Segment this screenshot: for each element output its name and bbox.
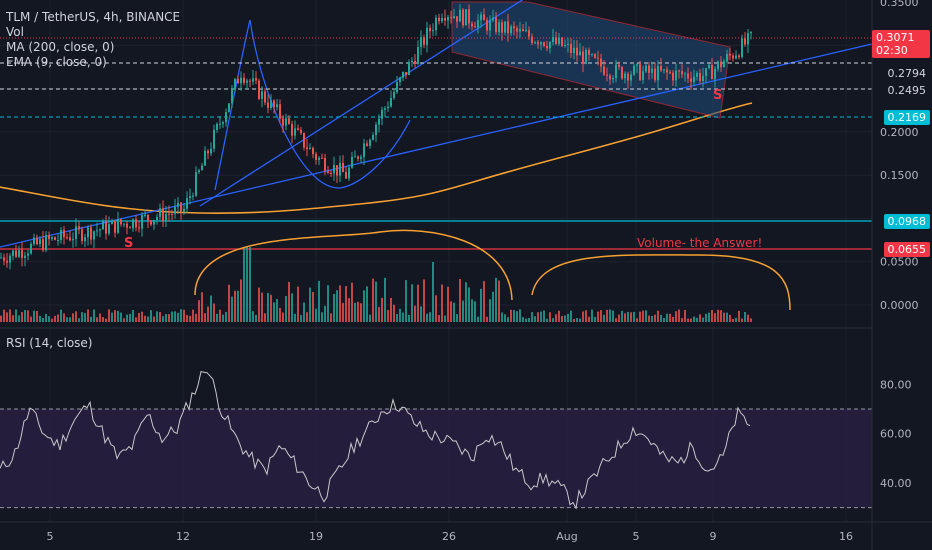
level-tag-3: 0.2169: [883, 110, 930, 125]
current-price-value: 0.3071: [876, 31, 915, 44]
ma-indicator-label[interactable]: MA (200, close, 0): [6, 40, 115, 54]
x-axis-ticks: 5 12 19 26 Aug 5 9 16: [47, 530, 854, 543]
volume-note: Volume- the Answer!: [637, 236, 763, 250]
rsi-y-tick-label: 60.00: [880, 428, 912, 441]
x-tick-label: Aug: [556, 530, 577, 543]
x-tick-label: 19: [309, 530, 323, 543]
x-tick-label: 5: [47, 530, 54, 543]
y-tick-label: 0.0500: [880, 256, 919, 269]
level-tag-5: 0.0655: [883, 242, 930, 257]
level-tag-2: 0.2495: [883, 83, 930, 98]
support-s-right: S: [713, 88, 723, 103]
symbol-title[interactable]: TLM / TetherUS, 4h, BINANCE: [6, 10, 181, 24]
countdown-value: 02:30: [876, 44, 908, 57]
ma200-line: [0, 102, 753, 214]
volume-arcs: [194, 229, 791, 311]
candles: [0, 4, 752, 270]
y-tick-label: 0.3500: [880, 0, 919, 9]
y-axis-ticks: 0.3500 0.2000 0.1500 0.0500 0.0000 80.00 60.00…: [880, 0, 919, 490]
volume-bars: [0, 247, 752, 322]
rsi-y-tick-label: 80.00: [880, 378, 912, 391]
rsi-legend[interactable]: RSI (14, close): [6, 336, 93, 350]
x-tick-label: 26: [442, 530, 456, 543]
x-tick-label: 16: [839, 530, 853, 543]
current-price-tag: 0.3071 02:30: [872, 30, 930, 58]
level-tag-4: 0.0968: [883, 214, 930, 229]
x-tick-label: 9: [710, 530, 717, 543]
rsi-band-lines: [0, 408, 872, 509]
x-tick-label: 5: [633, 530, 640, 543]
y-tick-label: 0.1500: [880, 169, 919, 182]
rsi-y-tick-label: 40.00: [880, 477, 912, 490]
horizontal-levels[interactable]: [0, 37, 872, 250]
vol-indicator-label[interactable]: Vol: [6, 25, 24, 39]
level-tag-1: 0.2794: [883, 66, 930, 81]
y-tick-label: 0.2000: [880, 126, 919, 139]
support-s-left: S: [124, 236, 134, 251]
main-legend: TLM / TetherUS, 4h, BINANCE Vol MA (200,…: [6, 10, 180, 70]
rsi-line: [0, 371, 751, 510]
rsi-band: [0, 409, 872, 508]
y-tick-label: 0.0000: [880, 299, 919, 312]
ema-indicator-label[interactable]: EMA (9, close, 0): [6, 55, 107, 69]
x-tick-label: 12: [176, 530, 190, 543]
